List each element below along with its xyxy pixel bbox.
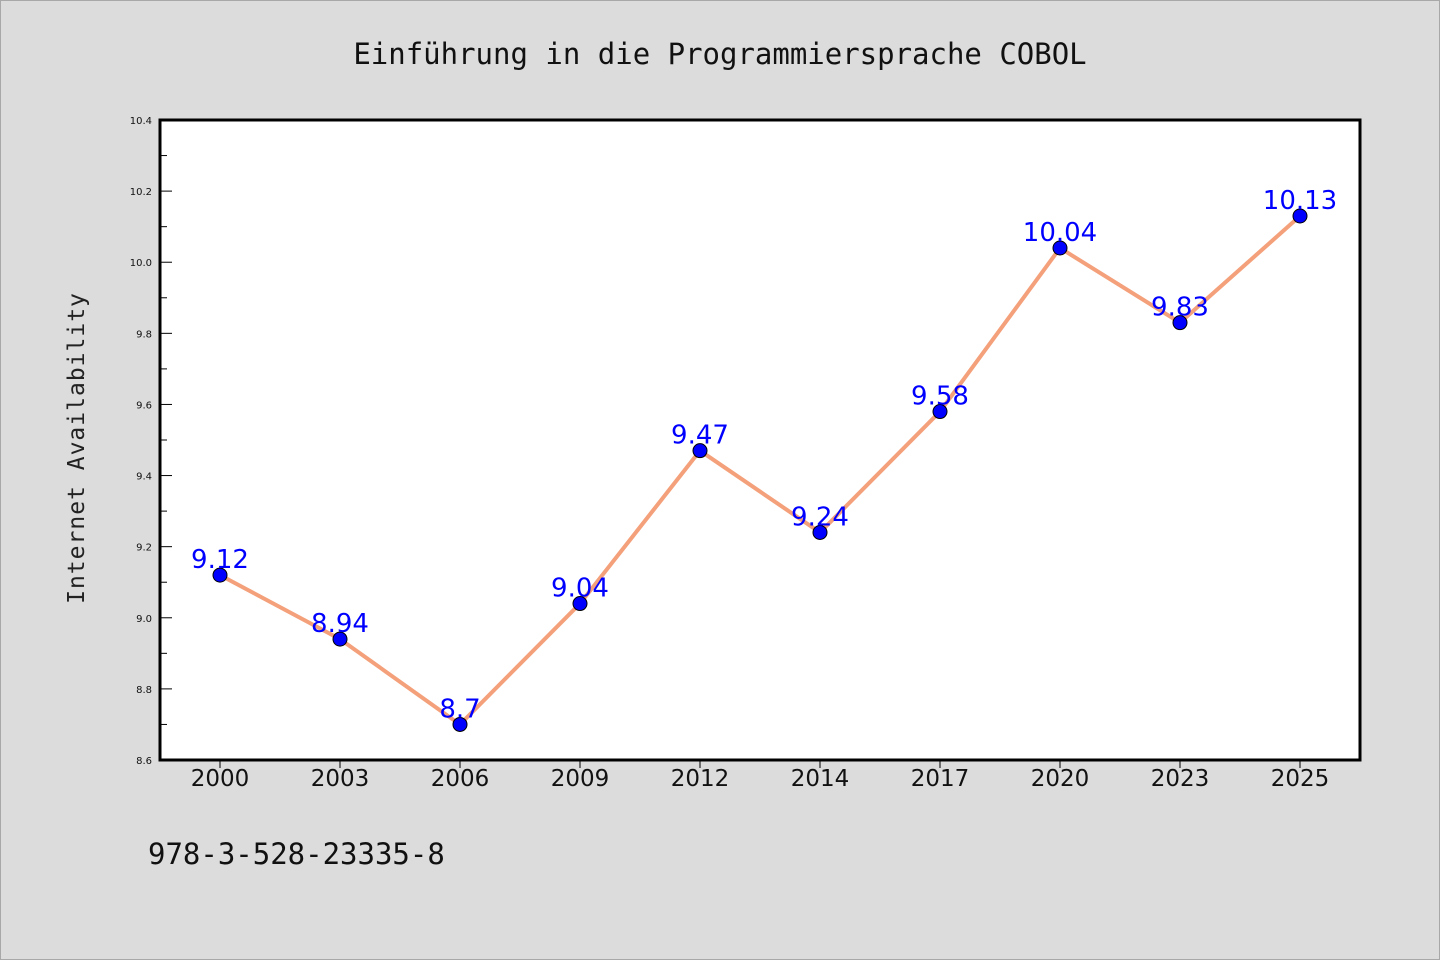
data-label: 9.47 [671,421,729,451]
x-tick-label: 2000 [191,766,250,792]
chart-title: Einführung in die Programmiersprache COB… [353,37,1086,71]
data-point [452,716,468,732]
data-label: 10.04 [1023,218,1097,248]
y-tick-label: 9.6 [136,400,152,411]
data-point [1292,208,1308,224]
y-tick-label: 9.8 [136,329,152,340]
x-tick-label: 2006 [431,766,490,792]
y-tick-label: 8.6 [136,756,152,767]
data-label: 8.7 [439,694,480,724]
series-layer [212,208,1308,732]
x-tick-label: 2025 [1271,766,1330,792]
data-point [812,524,828,540]
y-tick-label: 8.8 [136,685,152,696]
y-tick-label: 9.2 [136,543,152,554]
data-point [332,631,348,647]
y-axis-ticks: 8.6 8.8 9.0 9.2 9.4 9.6 9.8 10.0 10.2 10.4 [130,116,172,767]
x-tick-label: 2017 [911,766,970,792]
x-tick-label: 2023 [1151,766,1210,792]
data-labels: 9.12 8.94 8.7 9.04 9.47 9.24 9.58 10.04 9.83 10.1… [191,186,1337,724]
y-tick-label: 10.4 [130,116,152,127]
x-tick-label: 2014 [791,766,850,792]
data-label: 9.12 [191,545,249,575]
data-point [932,404,948,420]
data-label: 10.13 [1263,186,1337,216]
y-tick-label: 10.0 [130,258,152,269]
y-tick-label: 9.4 [136,472,152,483]
data-label: 8.94 [311,609,369,639]
data-label: 9.04 [551,574,609,604]
data-point [692,443,708,459]
x-axis-ticks: 2000 2003 2006 2009 2012 2014 2017 2020 2023 2025 [191,760,1330,792]
data-point [572,596,588,612]
x-tick-label: 2012 [671,766,730,792]
data-label: 9.83 [1151,293,1209,323]
data-point [1052,240,1068,256]
y-axis-label: Internet Availability [64,292,90,604]
data-label: 9.58 [911,382,969,412]
series-line [218,214,1302,727]
x-tick-label: 2020 [1031,766,1090,792]
y-tick-label: 10.2 [130,187,152,198]
data-label: 9.24 [791,502,849,532]
data-point [212,567,228,583]
y-tick-label: 9.0 [136,614,152,625]
isbn-label: 978-3-528-23335-8 [148,837,445,871]
x-tick-label: 2009 [551,766,610,792]
data-point [1172,315,1188,331]
plot-area [158,118,1362,762]
x-tick-label: 2003 [311,766,370,792]
